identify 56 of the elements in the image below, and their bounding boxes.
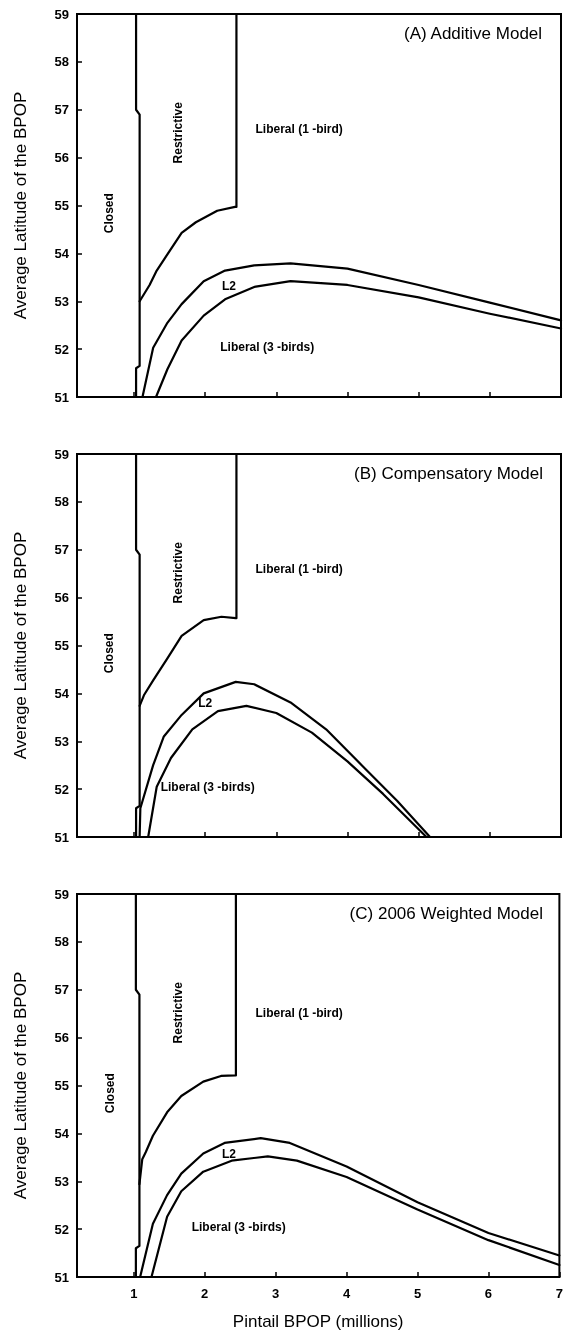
y-tick-label: 51 (54, 829, 69, 845)
x-tick-label: 1 (130, 1286, 138, 1301)
x-tick-label: 2 (201, 1286, 209, 1301)
annotation: Restrictive (171, 981, 186, 1044)
x-tick-label: 5 (413, 1286, 422, 1301)
y-tick-label: 55 (54, 638, 69, 653)
annotation: Restrictive (171, 101, 186, 164)
y-tick-label: 58 (54, 494, 69, 510)
annotation: L2 (221, 1147, 237, 1162)
text: (C) 2006 Weighted Model (349, 904, 544, 923)
y-tick-label: 52 (54, 781, 69, 797)
y-tick-label: 59 (54, 886, 69, 902)
x-tick-label: 3 (272, 1286, 280, 1301)
y-tick-label: 57 (54, 542, 69, 558)
x-axis-title: Pintail BPOP (millions) (232, 1312, 404, 1331)
x-tick-label: 6 (484, 1286, 493, 1301)
y-axis-title: Average Latitude of the BPOP (11, 91, 30, 320)
y-tick-label: 55 (54, 198, 69, 213)
y-tick-label: 56 (54, 1030, 69, 1046)
y-tick-label: 51 (54, 1269, 69, 1285)
annotation: Closed (101, 633, 116, 674)
annotation: Closed (101, 193, 116, 234)
text: (B) Compensatory Model (354, 464, 544, 483)
annotation: Liberal (3 -birds) (191, 1220, 286, 1235)
y-tick-label: 56 (54, 590, 69, 606)
y-tick-label: 54 (54, 245, 70, 261)
x-tick-label: 4 (342, 1286, 351, 1301)
y-tick-label: 58 (54, 934, 69, 950)
y-axis-title: Average Latitude of the BPOP (11, 971, 30, 1200)
y-tick-label: 54 (54, 1125, 70, 1141)
y-tick-label: 52 (54, 341, 69, 357)
y-tick-label: 59 (54, 446, 69, 462)
y-tick-label: 53 (54, 293, 69, 309)
annotation: Closed (102, 1073, 117, 1114)
text: (A) Additive Model (404, 24, 543, 43)
y-tick-label: 53 (54, 1173, 69, 1189)
y-tick-label: 59 (54, 6, 69, 22)
x-tick-label: 7 (555, 1286, 563, 1301)
y-tick-label: 58 (54, 54, 69, 70)
annotation: Liberal (3 -birds) (160, 780, 255, 795)
y-axis-title: Average Latitude of the BPOP (11, 531, 30, 760)
y-tick-label: 51 (54, 389, 69, 405)
y-tick-label: 57 (54, 102, 69, 118)
y-tick-label: 54 (54, 685, 70, 701)
y-tick-label: 56 (54, 150, 69, 166)
y-tick-label: 55 (54, 1078, 69, 1093)
annotation: Liberal (1 -bird) (255, 121, 343, 136)
annotation: L2 (198, 695, 213, 710)
annotation: Restrictive (171, 541, 186, 604)
annotation: L2 (221, 278, 237, 293)
annotation: Liberal (1 -bird) (255, 561, 343, 576)
annotation: Liberal (1 -bird) (255, 1005, 343, 1020)
y-tick-label: 53 (54, 733, 69, 749)
y-tick-label: 57 (54, 982, 69, 998)
y-tick-label: 52 (54, 1221, 69, 1237)
annotation: Liberal (3 -birds) (220, 340, 315, 355)
